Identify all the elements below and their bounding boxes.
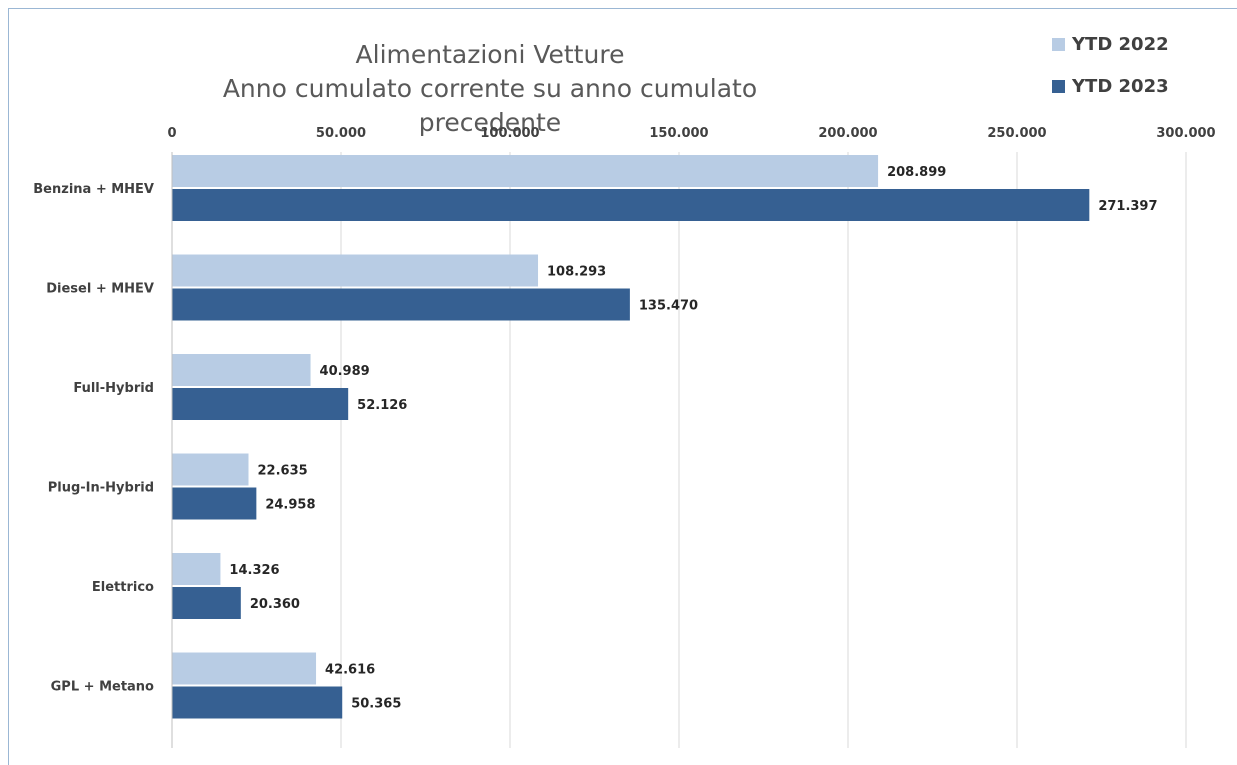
x-tick-label: 50.000 xyxy=(316,126,366,141)
category-labels: Benzina + MHEV Diesel + MHEV Full-Hybrid Pl… xyxy=(33,182,154,695)
data-label: 24.958 xyxy=(265,498,315,513)
legend-item-ytd-2023: YTD 2023 xyxy=(1052,76,1169,97)
chart-frame xyxy=(8,8,1237,765)
bar xyxy=(172,487,257,520)
x-tick-label: 200.000 xyxy=(818,126,877,141)
bar xyxy=(172,453,249,486)
data-label: 208.899 xyxy=(887,165,946,180)
legend-label-ytd-2022: YTD 2022 xyxy=(1072,34,1169,55)
legend-swatch-ytd-2022 xyxy=(1052,38,1065,51)
chart-subtitle: Anno cumulato corrente su anno cumulato … xyxy=(222,74,758,137)
data-label: 42.616 xyxy=(325,663,375,678)
gridlines xyxy=(340,152,1187,748)
legend-swatch-ytd-2023 xyxy=(1052,80,1065,93)
data-label: 40.989 xyxy=(320,364,370,379)
data-label: 50.365 xyxy=(351,697,401,712)
x-tick-label: 300.000 xyxy=(1156,126,1215,141)
bars: 208.899 271.397 108.293 135.470 40.989 52.126… xyxy=(172,155,1158,719)
category-label: Full-Hybrid xyxy=(73,381,154,396)
bar xyxy=(172,652,317,685)
legend-label-ytd-2023: YTD 2023 xyxy=(1072,76,1169,97)
x-tick-label: 150.000 xyxy=(649,126,708,141)
legend-item-ytd-2022: YTD 2022 xyxy=(1052,34,1169,55)
bar xyxy=(172,553,221,585)
bar xyxy=(172,388,349,420)
x-tick-label: 250.000 xyxy=(987,126,1046,141)
data-label: 22.635 xyxy=(258,464,308,479)
data-label: 14.326 xyxy=(229,563,279,578)
bar xyxy=(172,254,539,287)
category-label: Plug-In-Hybrid xyxy=(48,481,154,496)
bar xyxy=(172,686,343,719)
bar xyxy=(172,354,311,386)
category-label: Diesel + MHEV xyxy=(46,282,154,297)
x-axis-tick-labels: 0 50.000 100.000 150.000 200.000 250.000 300.0… xyxy=(167,126,1215,141)
bar xyxy=(172,155,879,187)
bar xyxy=(172,587,241,619)
data-label: 52.126 xyxy=(357,398,407,413)
data-label: 20.360 xyxy=(250,597,300,612)
data-label: 271.397 xyxy=(1098,199,1157,214)
x-tick-label: 0 xyxy=(167,126,176,141)
bar xyxy=(172,288,630,321)
x-tick-label: 100.000 xyxy=(480,126,539,141)
chart-title-block: Alimentazioni Vetture Anno cumulato corr… xyxy=(160,38,820,140)
data-label: 135.470 xyxy=(639,299,698,314)
category-label: Benzina + MHEV xyxy=(33,182,154,197)
category-label: GPL + Metano xyxy=(51,680,154,695)
bar xyxy=(172,189,1090,221)
data-label: 108.293 xyxy=(547,265,606,280)
chart-title: Alimentazioni Vetture xyxy=(355,40,625,69)
category-label: Elettrico xyxy=(92,580,154,595)
